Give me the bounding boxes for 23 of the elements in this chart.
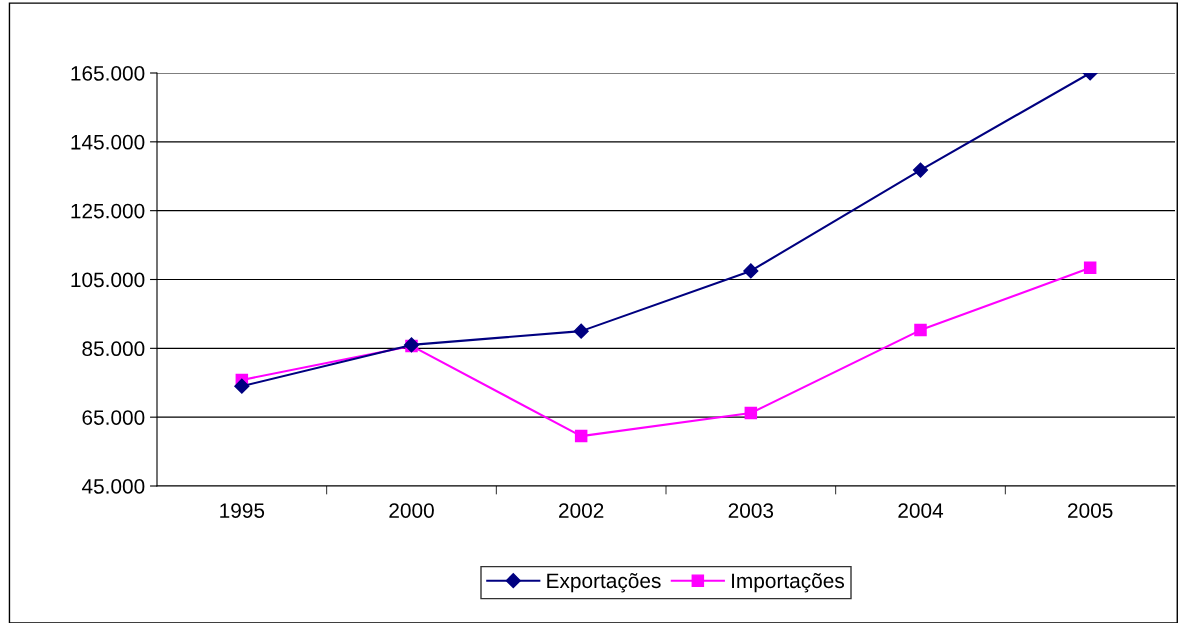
point	[573, 323, 589, 339]
point	[744, 406, 758, 420]
x-tick-label: 2000	[389, 503, 434, 518]
y-tick-label: 85.000	[82, 341, 145, 357]
x-tick-label: 2004	[898, 503, 944, 518]
x-tick-label: 1995	[220, 503, 265, 518]
y-tick-label: 65.000	[82, 410, 145, 425]
point	[743, 263, 759, 279]
point	[1083, 261, 1097, 275]
point	[912, 162, 929, 178]
point	[574, 429, 588, 443]
y-tick-label: 105.000	[71, 272, 145, 288]
x-tick-label: 2005	[1068, 503, 1113, 518]
point	[914, 323, 927, 337]
x-tick-label: 2003	[728, 503, 774, 518]
legend-label: Exportações	[547, 573, 661, 593]
point	[234, 378, 250, 394]
y-tick-label: 165.000	[71, 66, 145, 81]
y-tick-label: 145.000	[71, 134, 145, 150]
x-tick-label: 2002	[559, 503, 604, 518]
legend-label: Importações	[732, 573, 845, 593]
y-tick-label: 45.000	[81, 479, 145, 494]
y-tick-label: 125.000	[71, 203, 145, 219]
